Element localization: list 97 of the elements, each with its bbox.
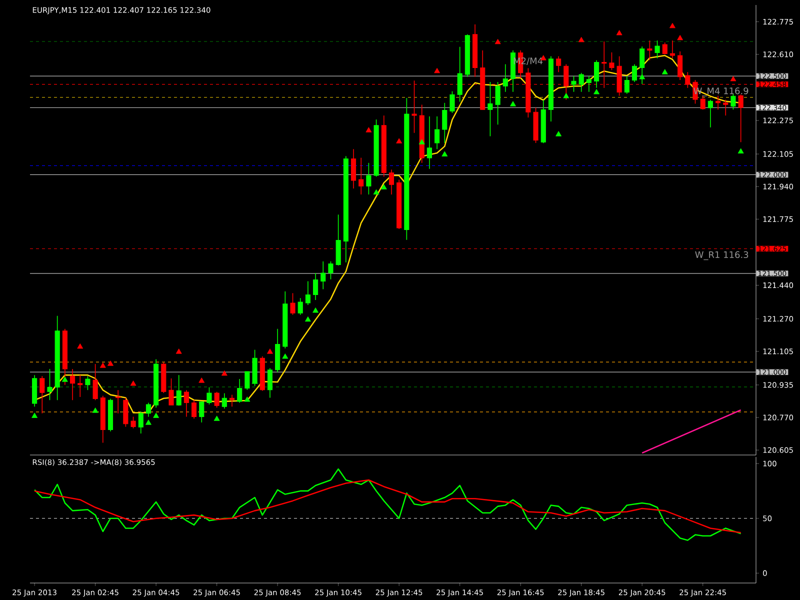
candlestick bbox=[730, 93, 736, 110]
candlestick bbox=[654, 40, 660, 59]
candlestick bbox=[298, 298, 303, 316]
point bbox=[108, 360, 114, 366]
point bbox=[62, 376, 68, 382]
candlestick bbox=[388, 169, 394, 195]
point bbox=[77, 343, 84, 349]
candlestick bbox=[647, 40, 652, 61]
point bbox=[578, 36, 584, 42]
candlestick bbox=[130, 416, 136, 429]
candlestick bbox=[229, 394, 235, 408]
point bbox=[510, 101, 516, 106]
candlestick bbox=[450, 90, 455, 114]
candlestick bbox=[678, 50, 683, 80]
point bbox=[396, 138, 402, 144]
point bbox=[130, 380, 136, 386]
candlestick bbox=[328, 260, 334, 280]
candlestick bbox=[267, 368, 273, 398]
point bbox=[176, 348, 182, 354]
candlestick bbox=[662, 42, 668, 55]
candlestick bbox=[47, 368, 52, 401]
candlestick bbox=[609, 52, 614, 71]
point bbox=[312, 308, 319, 313]
candlestick bbox=[146, 402, 151, 418]
candlestick bbox=[70, 368, 76, 401]
point bbox=[198, 378, 205, 383]
point bbox=[556, 131, 562, 136]
candlestick bbox=[434, 116, 440, 150]
point bbox=[616, 30, 622, 36]
candlestick bbox=[290, 292, 296, 316]
candlestick bbox=[313, 272, 318, 300]
candlestick bbox=[78, 374, 83, 398]
candlestick bbox=[40, 376, 45, 414]
candlestick bbox=[123, 397, 128, 428]
point bbox=[380, 184, 387, 190]
point bbox=[639, 74, 646, 80]
candlestick bbox=[632, 64, 638, 82]
candlestick bbox=[366, 162, 372, 195]
point bbox=[730, 76, 736, 82]
line-series bbox=[34, 479, 742, 534]
candlestick bbox=[214, 391, 220, 408]
candlestick bbox=[502, 64, 508, 92]
candlestick bbox=[442, 102, 448, 144]
point bbox=[100, 362, 106, 368]
point bbox=[92, 408, 98, 413]
candlestick bbox=[116, 390, 121, 414]
point bbox=[677, 34, 684, 40]
candlestick bbox=[556, 56, 562, 72]
point bbox=[244, 396, 250, 402]
candlestick bbox=[192, 400, 197, 420]
point bbox=[373, 189, 380, 194]
point bbox=[214, 416, 220, 421]
candlestick bbox=[640, 46, 645, 84]
point bbox=[146, 420, 152, 425]
candlestick bbox=[488, 82, 493, 137]
point bbox=[282, 354, 288, 359]
candlestick bbox=[85, 376, 90, 390]
point bbox=[304, 316, 311, 322]
candlestick bbox=[700, 95, 706, 110]
annotation: W_R1 116.3 bbox=[695, 251, 748, 260]
candlestick bbox=[426, 116, 432, 170]
candlestick bbox=[624, 76, 630, 94]
candlestick bbox=[723, 99, 728, 116]
point bbox=[670, 22, 676, 28]
candlestick bbox=[237, 378, 242, 404]
point bbox=[267, 348, 273, 354]
candlestick bbox=[578, 72, 584, 92]
point bbox=[221, 370, 228, 376]
candlestick bbox=[176, 374, 182, 406]
candlestick bbox=[586, 76, 592, 92]
candlestick bbox=[305, 280, 310, 306]
point bbox=[494, 38, 501, 44]
point bbox=[32, 412, 38, 418]
candlestick bbox=[184, 390, 189, 418]
point bbox=[366, 127, 372, 132]
point bbox=[563, 92, 570, 98]
candlestick bbox=[350, 148, 356, 189]
point bbox=[594, 89, 600, 94]
candlestick bbox=[320, 260, 326, 290]
candlestick bbox=[457, 46, 462, 102]
candlestick bbox=[738, 94, 744, 143]
point bbox=[662, 69, 668, 74]
point bbox=[153, 412, 160, 418]
point bbox=[418, 139, 425, 144]
point bbox=[434, 68, 440, 74]
candlestick bbox=[708, 99, 713, 128]
candlestick bbox=[571, 76, 576, 92]
point bbox=[738, 148, 744, 154]
candlestick bbox=[199, 401, 204, 423]
candlestick bbox=[92, 364, 98, 401]
candlestick bbox=[222, 392, 227, 410]
candlestick bbox=[168, 378, 174, 406]
candlestick bbox=[358, 157, 364, 195]
point bbox=[442, 151, 448, 156]
candlestick bbox=[670, 40, 675, 59]
candlestick bbox=[206, 386, 212, 405]
candlestick bbox=[495, 82, 500, 125]
